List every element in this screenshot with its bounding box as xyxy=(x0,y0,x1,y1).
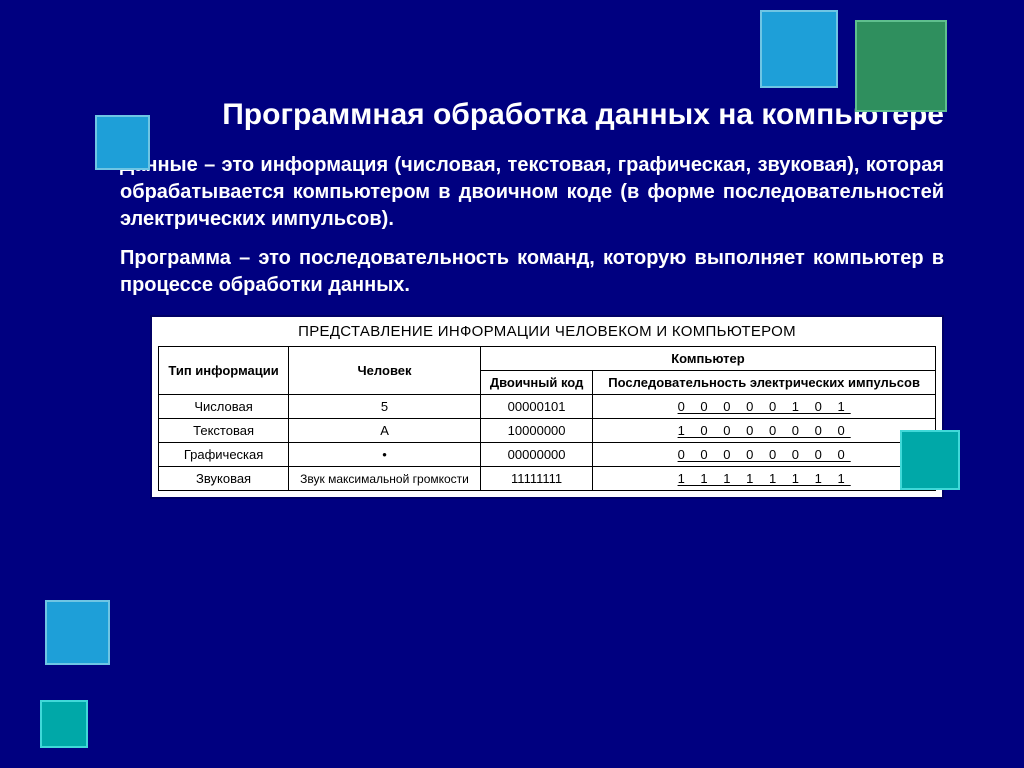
cell-human: 5 xyxy=(289,395,481,419)
col-computer: Компьютер xyxy=(480,347,935,371)
cell-pulses: 0 0 0 0 0 1 0 1 xyxy=(593,395,936,419)
col-human: Человек xyxy=(289,347,481,395)
cell-type: Числовая xyxy=(159,395,289,419)
info-table-container: ПРЕДСТАВЛЕНИЕ ИНФОРМАЦИИ ЧЕЛОВЕКОМ И КОМ… xyxy=(150,315,944,499)
cell-human: • xyxy=(289,443,481,467)
cell-pulses: 0 0 0 0 0 0 0 0 xyxy=(593,443,936,467)
cell-binary: 00000000 xyxy=(480,443,592,467)
table-row: Графическая•000000000 0 0 0 0 0 0 0 xyxy=(159,443,936,467)
cell-binary: 00000101 xyxy=(480,395,592,419)
paragraph-data-definition: Данные – это информация (числовая, текст… xyxy=(0,144,1024,237)
info-representation-table: Тип информации Человек Компьютер Двоичны… xyxy=(158,346,936,491)
table-row: ЗвуковаяЗвук максимальной громкости11111… xyxy=(159,467,936,491)
decor-square xyxy=(40,700,88,748)
decor-square xyxy=(760,10,838,88)
cell-pulses: 1 0 0 0 0 0 0 0 xyxy=(593,419,936,443)
paragraph-program-definition: Программа – это последовательность коман… xyxy=(0,237,1024,303)
col-pulses: Последовательность электрических импульс… xyxy=(593,371,936,395)
decor-square xyxy=(855,20,947,112)
decor-square xyxy=(900,430,960,490)
table-title: ПРЕДСТАВЛЕНИЕ ИНФОРМАЦИИ ЧЕЛОВЕКОМ И КОМ… xyxy=(158,323,936,346)
decor-square xyxy=(95,115,150,170)
col-type: Тип информации xyxy=(159,347,289,395)
decor-square xyxy=(45,600,110,665)
cell-type: Звуковая xyxy=(159,467,289,491)
cell-pulses: 1 1 1 1 1 1 1 1 xyxy=(593,467,936,491)
cell-human: Звук максимальной громкости xyxy=(289,467,481,491)
table-row: Числовая5000001010 0 0 0 0 1 0 1 xyxy=(159,395,936,419)
col-binary: Двоичный код xyxy=(480,371,592,395)
cell-type: Текстовая xyxy=(159,419,289,443)
cell-binary: 11111111 xyxy=(480,467,592,491)
table-row: ТекстоваяА100000001 0 0 0 0 0 0 0 xyxy=(159,419,936,443)
cell-human: А xyxy=(289,419,481,443)
cell-type: Графическая xyxy=(159,443,289,467)
cell-binary: 10000000 xyxy=(480,419,592,443)
